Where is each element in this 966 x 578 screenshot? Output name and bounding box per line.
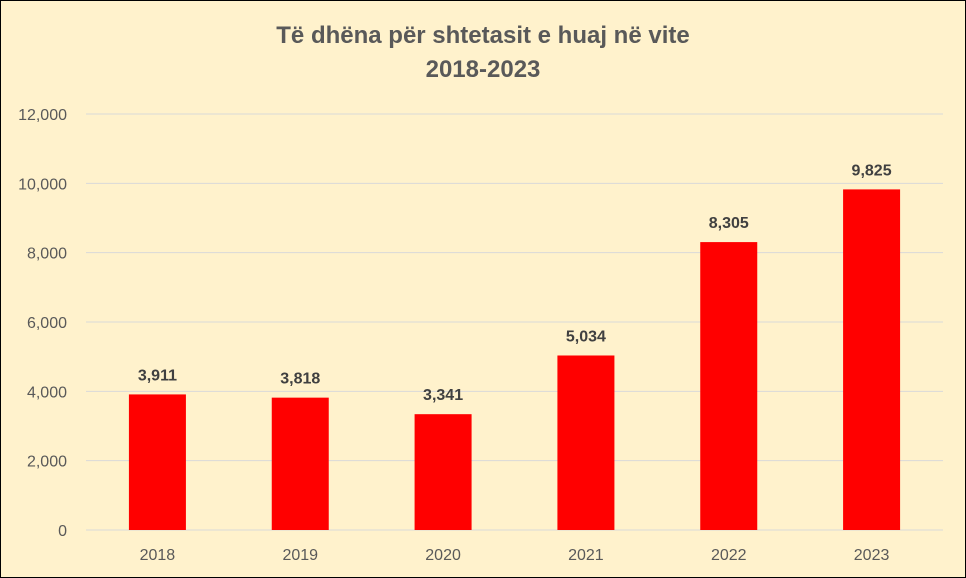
x-tick-label: 2018 (140, 547, 176, 564)
data-label: 3,341 (423, 387, 463, 404)
x-tick-label: 2021 (568, 547, 604, 564)
x-tick-label: 2019 (282, 547, 318, 564)
data-label: 9,825 (852, 162, 892, 179)
y-tick-label: 8,000 (27, 246, 67, 263)
y-tick-label: 12,000 (18, 107, 67, 124)
chart-title-line-1: Të dhëna për shtetasit e huaj në vite (276, 22, 690, 49)
bar (700, 242, 758, 531)
data-label: 3,818 (280, 371, 320, 388)
bar (414, 414, 472, 530)
bar (557, 355, 615, 530)
data-label: 3,911 (138, 367, 177, 384)
data-label: 5,034 (566, 328, 606, 345)
chart-title-line-2: 2018-2023 (425, 56, 541, 83)
chart-title: Të dhëna për shtetasit e huaj në vite 20… (1, 19, 965, 87)
x-tick-label: 2020 (425, 547, 461, 564)
data-label: 8,305 (709, 215, 749, 232)
bar (128, 394, 186, 530)
y-tick-label: 10,000 (18, 176, 67, 193)
y-tick-label: 0 (58, 523, 67, 540)
x-tick-label: 2023 (854, 547, 890, 564)
y-tick-label: 2,000 (27, 454, 67, 471)
x-tick-label: 2022 (711, 547, 747, 564)
bar (271, 397, 329, 530)
bar (843, 189, 901, 530)
y-tick-label: 4,000 (27, 384, 67, 401)
y-tick-label: 6,000 (27, 315, 67, 332)
